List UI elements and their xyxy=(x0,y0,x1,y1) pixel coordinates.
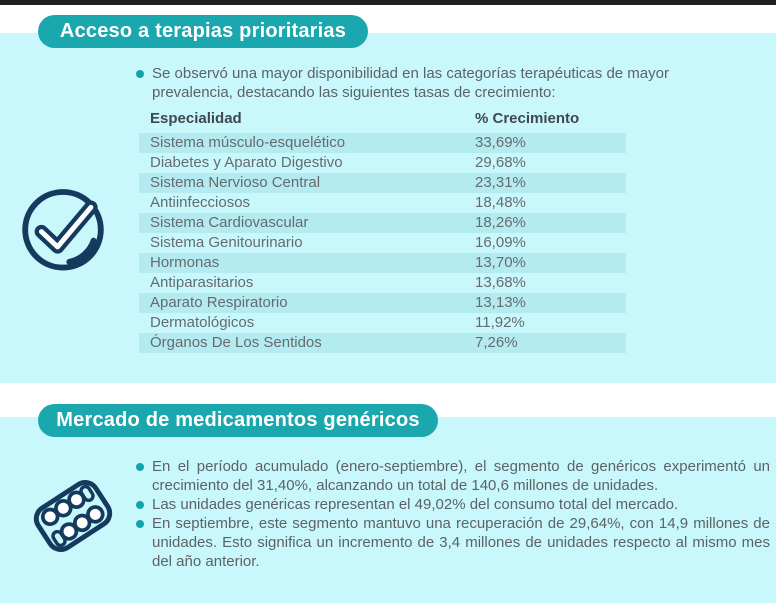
table-row: Antiparasitarios 13,68% xyxy=(139,273,626,293)
cell-crecimiento: 13,13% xyxy=(475,294,526,311)
table-header-row: Especialidad % Crecimiento xyxy=(139,108,626,133)
cell-crecimiento: 13,68% xyxy=(475,274,526,291)
table-row: Sistema Nervioso Central 23,31% xyxy=(139,173,626,193)
pill-blister-icon xyxy=(24,466,122,566)
cell-especialidad: Hormonas xyxy=(150,254,220,271)
table-row: Diabetes y Aparato Digestivo 29,68% xyxy=(139,153,626,173)
cell-crecimiento: 18,48% xyxy=(475,194,526,211)
bullet-dot xyxy=(136,501,144,509)
cell-especialidad: Órganos De Los Sentidos xyxy=(150,334,322,351)
section-genericos-header: Mercado de medicamentos genéricos xyxy=(38,404,438,437)
bullet-dot xyxy=(136,463,144,471)
cell-crecimiento: 23,31% xyxy=(475,174,526,191)
intro-text: Se observó una mayor disponibilidad en l… xyxy=(152,65,669,101)
cell-crecimiento: 13,70% xyxy=(475,254,526,271)
table-row: Dermatológicos 11,92% xyxy=(139,313,626,333)
table-row: Aparato Respiratorio 13,13% xyxy=(139,293,626,313)
section-terapias-header: Acceso a terapias prioritarias xyxy=(38,15,368,48)
bullet-text: En septiembre, este segmento mantuvo una… xyxy=(152,515,770,570)
cell-especialidad: Aparato Respiratorio xyxy=(150,294,288,311)
bullet-text: Las unidades genéricas representan el 49… xyxy=(152,496,679,513)
cell-crecimiento: 18,26% xyxy=(475,214,526,231)
bullet-text: En el período acumulado (enero-septiembr… xyxy=(152,458,770,494)
list-item: En el período acumulado (enero-septiembr… xyxy=(136,457,770,495)
bullet-dot xyxy=(136,70,144,78)
cell-crecimiento: 11,92% xyxy=(475,314,525,331)
cell-crecimiento: 33,69% xyxy=(475,134,526,151)
cell-crecimiento: 29,68% xyxy=(475,154,526,171)
table-row: Antiinfecciosos 18,48% xyxy=(139,193,626,213)
bullet-dot xyxy=(136,520,144,528)
growth-table: Especialidad % Crecimiento Sistema múscu… xyxy=(139,108,626,353)
top-border-bar xyxy=(0,0,776,5)
cell-especialidad: Antiinfecciosos xyxy=(150,194,251,211)
cell-especialidad: Diabetes y Aparato Digestivo xyxy=(150,154,343,171)
table-row: Sistema músculo-esquelético 33,69% xyxy=(139,133,626,153)
list-item: En septiembre, este segmento mantuvo una… xyxy=(136,514,770,571)
section-genericos-panel xyxy=(0,417,776,603)
cell-especialidad: Sistema Nervioso Central xyxy=(150,174,321,191)
list-item: Las unidades genéricas representan el 49… xyxy=(136,495,770,514)
cell-especialidad: Sistema músculo-esquelético xyxy=(150,134,346,151)
table-row: Sistema Cardiovascular 18,26% xyxy=(139,213,626,233)
col-header-especialidad: Especialidad xyxy=(150,110,242,127)
cell-especialidad: Sistema Genitourinario xyxy=(150,234,303,251)
cell-crecimiento: 16,09% xyxy=(475,234,526,251)
section-terapias-panel xyxy=(0,33,776,383)
cell-especialidad: Dermatológicos xyxy=(150,314,255,331)
check-circle-icon xyxy=(18,182,108,274)
cell-especialidad: Antiparasitarios xyxy=(150,274,254,291)
col-header-crecimiento: % Crecimiento xyxy=(475,110,580,127)
cell-especialidad: Sistema Cardiovascular xyxy=(150,214,309,231)
section-terapias-intro: Se observó una mayor disponibilidad en l… xyxy=(136,64,728,102)
table-row: Órganos De Los Sentidos 7,26% xyxy=(139,333,626,353)
cell-crecimiento: 7,26% xyxy=(475,334,518,351)
table-row: Sistema Genitourinario 16,09% xyxy=(139,233,626,253)
table-row: Hormonas 13,70% xyxy=(139,253,626,273)
section-genericos-bullets: En el período acumulado (enero-septiembr… xyxy=(136,457,770,571)
